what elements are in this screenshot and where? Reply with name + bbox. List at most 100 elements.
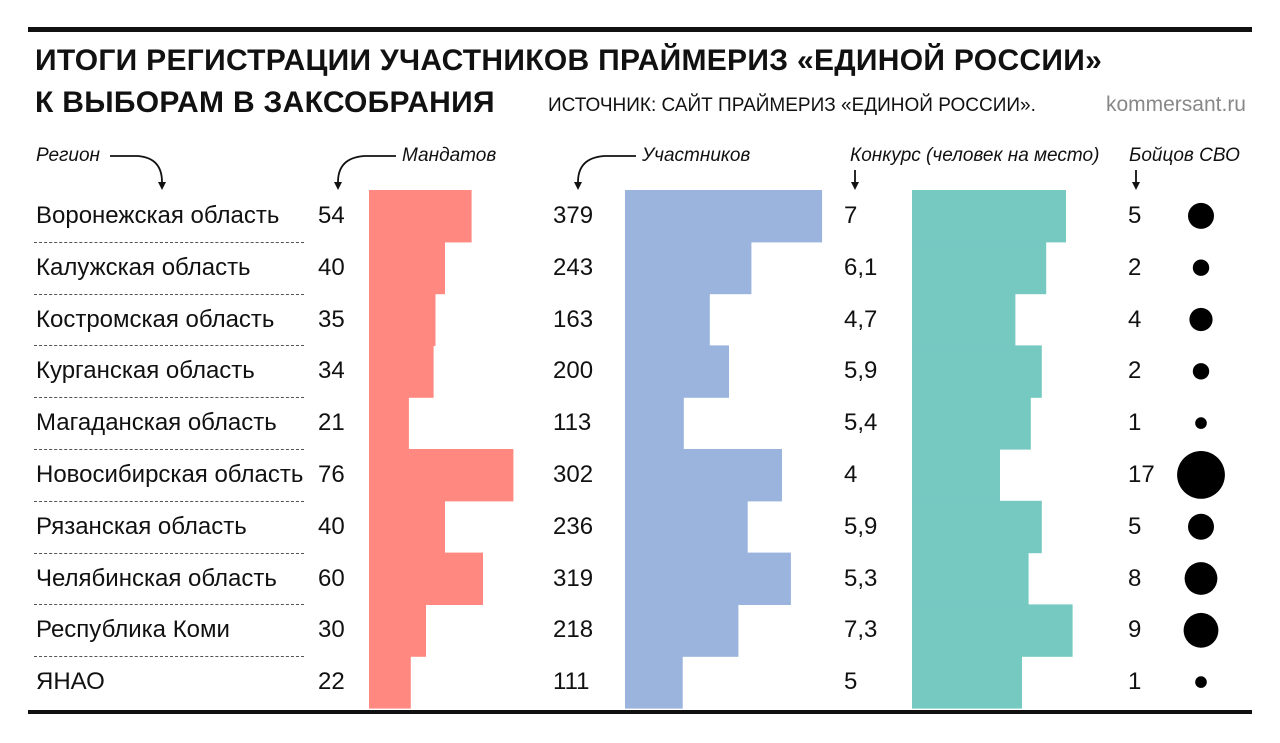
participants-value: 111 [553,668,590,696]
site-credit: kommersant.ru [1105,93,1246,116]
participants-bar [625,293,710,346]
svo-dot [1177,451,1225,499]
competition-bar [912,656,1022,709]
region-label: Курганская область [36,357,255,385]
row-divider [34,345,304,347]
participants-bar [625,190,823,243]
svo-value: 4 [1128,305,1142,333]
competition-bar [912,190,1066,243]
competition-bar [912,500,1042,554]
mandates-bar [369,345,434,398]
chart-title-line2: К ВЫБОРАМ В ЗАКСОБРАНИЯ [35,86,495,119]
competition-value: 5,3 [844,564,878,592]
region-label: Магаданская область [36,409,277,437]
svo-value: 2 [1128,357,1142,385]
row-divider [34,656,304,658]
competition-value: 5,4 [844,409,878,437]
mandates-value: 30 [318,616,345,644]
region-label: ЯНАО [36,668,105,696]
participants-value: 319 [553,564,594,592]
competition-value: 5,9 [844,512,878,540]
mandates-arrow-icon [334,155,396,190]
participants-bar [625,604,739,657]
participants-value: 218 [553,616,594,644]
region-label: Новосибирская область [36,460,304,488]
participants-value: 163 [553,305,594,333]
participants-bar [625,552,791,605]
row-divider [34,552,304,554]
participants-bar [625,345,729,398]
competition-bar [912,552,1029,605]
region-label: Костромская область [36,305,275,333]
source-note: ИСТОЧНИК: САЙТ ПРАЙМЕРИЗ «ЕДИНОЙ РОССИИ»… [548,95,1036,116]
mandates-bar [369,293,436,346]
competition-bar [912,449,1000,502]
mandates-bar [369,449,514,502]
competition-bar [912,397,1031,450]
region-arrow-icon [110,155,166,190]
mandates-bar [369,241,445,295]
participants-value: 302 [553,460,594,488]
competition-value: 4,7 [844,305,878,333]
svo-value: 2 [1128,253,1142,281]
competition-bar [912,604,1073,657]
competition-bar [912,345,1042,398]
row-divider [34,293,304,295]
region-label: Челябинская область [36,564,277,592]
svo-dot [1192,259,1210,276]
mandates-value: 35 [318,305,345,333]
mandates-value: 40 [318,253,345,281]
chart-title-line1: ИТОГИ РЕГИСТРАЦИИ УЧАСТНИКОВ ПРАЙМЕРИЗ «… [35,44,1103,77]
svo-dot [1195,676,1207,688]
column-header-mandates: Мандатов [402,145,497,166]
row-divider [34,397,304,399]
row-divider [34,449,304,450]
participants-bar [625,397,684,450]
svo-dot [1188,202,1214,229]
mandates-value: 22 [318,668,345,696]
mandates-value: 76 [318,460,345,488]
competition-bar [912,241,1047,295]
mandates-bar [369,397,409,450]
mandates-value: 40 [318,512,345,540]
column-header-competition: Конкурс (человек на место) [850,145,1100,166]
svo-dot [1195,417,1207,429]
column-header-svo: Бойцов СВО [1129,145,1240,166]
svo-value: 9 [1128,616,1142,644]
svo-value: 1 [1128,668,1142,696]
participants-bar [625,449,782,502]
svo-dot [1184,562,1218,595]
mandates-value: 21 [318,409,345,437]
participants-value: 200 [553,357,594,385]
participants-bar [625,656,683,709]
svo-dot [1189,307,1213,332]
row-divider [34,604,304,606]
competition-value: 5 [844,668,858,696]
competition-bar [912,293,1016,346]
region-label: Воронежская область [36,201,280,229]
competition-value: 4 [844,460,858,488]
participants-value: 379 [553,201,594,229]
mandates-bar [369,552,483,605]
region-label: Республика Коми [36,616,230,644]
mandates-bar [369,604,426,657]
svo-value: 5 [1128,512,1142,540]
mandates-bar [369,190,472,243]
svo-value: 8 [1128,564,1142,592]
region-label: Калужская область [36,253,251,281]
mandates-bar [369,656,411,709]
participants-arrow-icon [574,155,636,190]
competition-value: 7,3 [844,616,878,644]
competition-value: 5,9 [844,357,878,385]
mandates-value: 60 [318,564,345,592]
svo-value: 1 [1128,409,1142,437]
mandates-value: 34 [318,357,345,385]
column-header-participants: Участников [642,145,751,166]
mandates-bar [369,500,445,554]
participants-bar [625,500,748,554]
top-rule [28,27,1252,32]
bottom-rule [28,710,1252,714]
svo-value: 5 [1128,201,1142,229]
competition-value: 6,1 [844,253,878,281]
region-label: Рязанская область [36,512,247,540]
